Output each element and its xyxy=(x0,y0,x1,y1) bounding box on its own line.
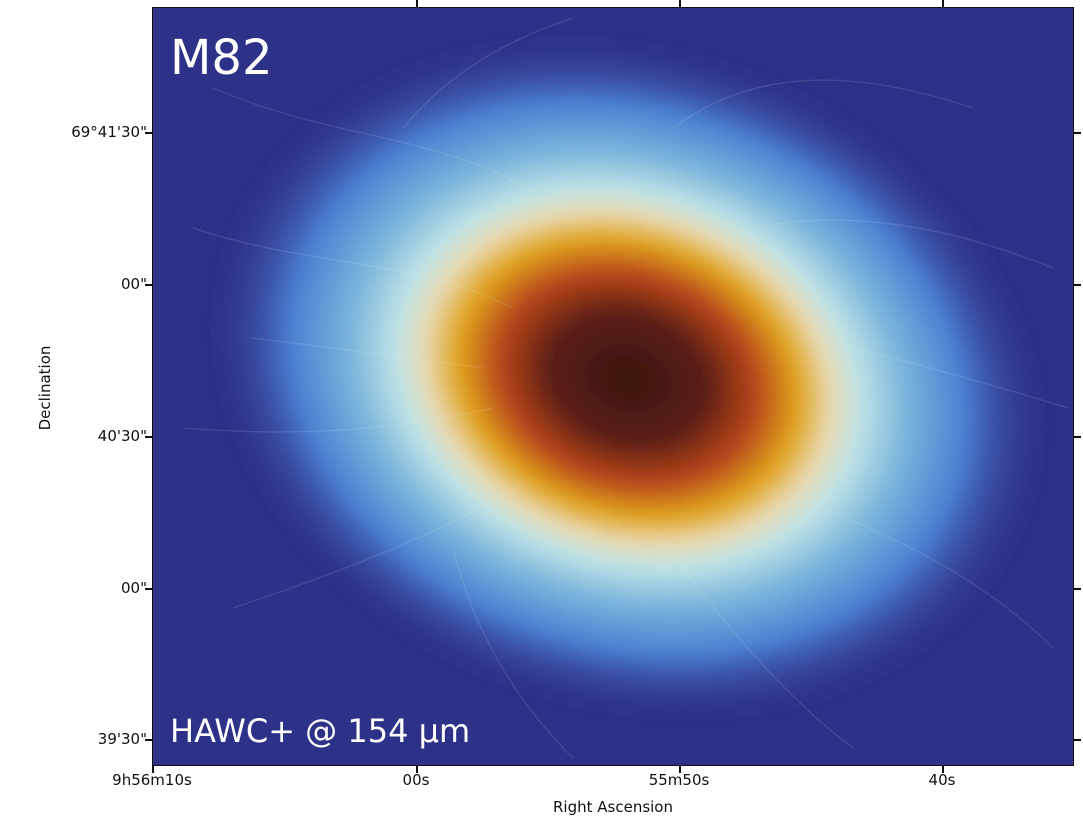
ytick-label: 40'30" xyxy=(97,427,147,445)
ytick-mark xyxy=(145,588,152,590)
ytick-mark-right xyxy=(1074,739,1081,741)
xtick-mark xyxy=(416,766,418,773)
ytick-label: 69°41'30" xyxy=(71,123,147,141)
ytick-mark xyxy=(145,436,152,438)
infrared-map xyxy=(153,8,1073,765)
ytick-mark xyxy=(145,132,152,134)
xtick-label: 55m50s xyxy=(648,771,710,789)
instrument-label: HAWC+ @ 154 μm xyxy=(170,712,471,750)
ytick-label: 00" xyxy=(121,275,147,293)
ytick-label: 39'30" xyxy=(97,730,147,748)
xtick-mark-top xyxy=(679,0,681,7)
panel-title: M82 xyxy=(170,30,273,86)
xtick-mark xyxy=(942,766,944,773)
xtick-mark-top xyxy=(416,0,418,7)
xtick-mark xyxy=(679,766,681,773)
xtick-mark-top xyxy=(942,0,944,7)
ytick-mark-right xyxy=(1074,588,1081,590)
xtick-label: 9h56m10s xyxy=(112,771,192,789)
ytick-mark xyxy=(145,284,152,286)
ytick-mark xyxy=(145,739,152,741)
ytick-mark-right xyxy=(1074,436,1081,438)
ytick-mark-right xyxy=(1074,284,1081,286)
xtick-label: 00s xyxy=(402,771,430,789)
field-streamlines xyxy=(182,17,1069,759)
ytick-label: 00" xyxy=(121,579,147,597)
x-axis-label: Right Ascension xyxy=(553,798,673,816)
image-panel xyxy=(152,7,1074,766)
xtick-label: 40s xyxy=(928,771,956,789)
xtick-mark xyxy=(152,766,154,773)
ytick-mark-right xyxy=(1074,132,1081,134)
y-axis-label: Declination xyxy=(36,345,54,431)
galaxy-emission xyxy=(206,32,1050,724)
